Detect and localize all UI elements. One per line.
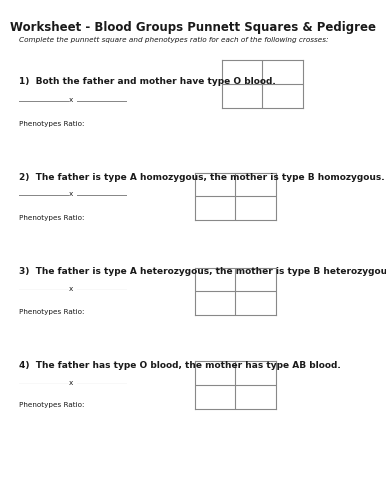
Text: 3)  The father is type A heterozygous, the mother is type B heterozygous.: 3) The father is type A heterozygous, th… [19,268,386,276]
Text: 4)  The father has type O blood, the mother has type AB blood.: 4) The father has type O blood, the moth… [19,361,341,370]
Text: 1)  Both the father and mother have type O blood.: 1) Both the father and mother have type … [19,78,276,86]
Text: Phenotypes Ratio:: Phenotypes Ratio: [19,121,85,127]
Text: x: x [69,192,74,198]
Text: x: x [69,286,74,292]
Text: Complete the punnett square and phenotypes ratio for each of the following cross: Complete the punnett square and phenotyp… [19,37,329,43]
Text: x: x [69,380,74,386]
Text: Worksheet - Blood Groups Punnett Squares & Pedigree: Worksheet - Blood Groups Punnett Squares… [10,21,376,34]
Text: Phenotypes Ratio:: Phenotypes Ratio: [19,402,85,408]
Text: Phenotypes Ratio:: Phenotypes Ratio: [19,309,85,315]
Text: 2)  The father is type A homozygous, the mother is type B homozygous.: 2) The father is type A homozygous, the … [19,172,385,182]
Text: x: x [69,98,74,103]
Text: Phenotypes Ratio:: Phenotypes Ratio: [19,215,85,221]
